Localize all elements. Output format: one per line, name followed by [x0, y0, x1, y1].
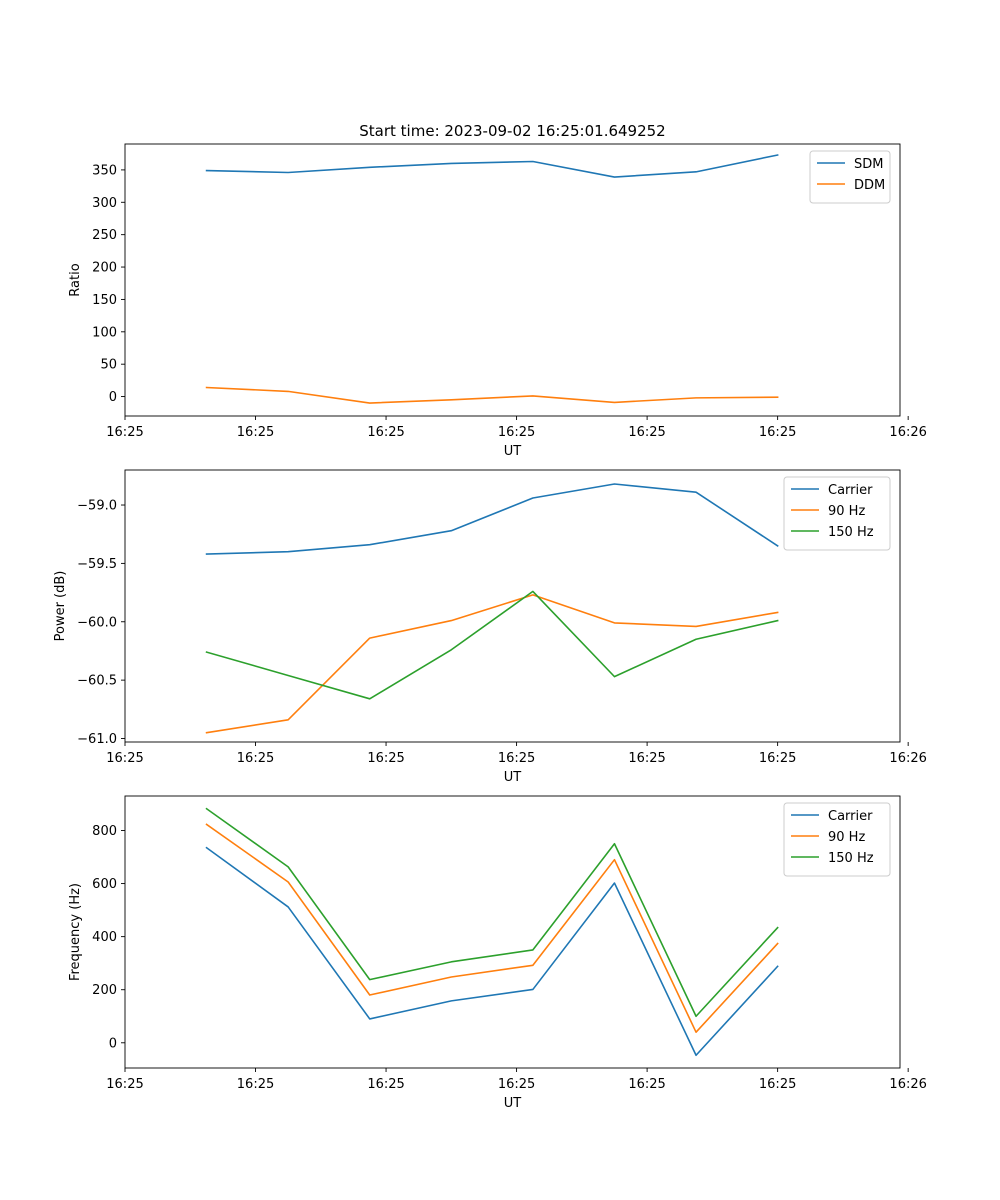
series-line-carrier [205, 846, 779, 1057]
axes-frame [124, 795, 901, 1069]
legend: SDM DDM [809, 150, 891, 204]
figure-title: Start time: 2023-09-02 16:25:01.649252 [359, 122, 665, 140]
y-tick-label: 800 [92, 824, 117, 839]
y-tick-label: 150 [92, 293, 117, 308]
y-tick-label: −59.5 [77, 557, 117, 572]
axes-frame [124, 469, 901, 743]
axes-frame [124, 143, 901, 417]
y-axis-label: Power (dB) [53, 571, 68, 642]
y-axis-label: Frequency (Hz) [68, 883, 83, 981]
legend-label-carrier: Carrier [828, 809, 873, 824]
y-tick-label: −59.0 [77, 499, 117, 514]
x-axis-label: UT [504, 770, 522, 785]
x-tick-label: 16:25 [237, 1077, 274, 1092]
x-tick-label: 16:25 [106, 751, 143, 766]
legend-label-carrier: Carrier [828, 483, 873, 498]
x-tick-label: 16:25 [367, 1077, 404, 1092]
legend-label-90-hz: 90 Hz [828, 830, 865, 845]
legend-label-90-hz: 90 Hz [828, 504, 865, 519]
legend: Carrier 90 Hz 150 Hz [783, 802, 891, 877]
y-tick-label: −60.0 [77, 615, 117, 630]
legend-label-ddm: DDM [854, 178, 885, 193]
x-tick-label: 16:25 [237, 425, 274, 440]
x-tick-label: 16:25 [628, 751, 665, 766]
x-tick-label: 16:25 [367, 751, 404, 766]
x-tick-label: 16:25 [367, 425, 404, 440]
y-tick-label: −60.5 [77, 674, 117, 689]
x-tick-label: 16:25 [237, 751, 274, 766]
x-tick-label: 16:25 [498, 425, 535, 440]
series-line-90-hz [205, 594, 779, 734]
y-tick-label: 200 [92, 261, 117, 276]
legend-label-150-hz: 150 Hz [828, 851, 874, 866]
y-tick-label: 100 [92, 325, 117, 340]
y-tick-label: 0 [109, 1036, 117, 1051]
series-line-150-hz [205, 590, 779, 700]
x-tick-label: 16:25 [759, 1077, 796, 1092]
chart-panels: 16:25 16:25 16:25 16:25 16:25 16:25 16:26 0 50 10… [53, 143, 927, 1111]
x-axis-label: UT [504, 1096, 522, 1111]
y-tick-label: 400 [92, 930, 117, 945]
series-line-carrier [205, 483, 779, 555]
series-line-90-hz [205, 823, 779, 1033]
x-tick-label: 16:25 [106, 425, 143, 440]
y-tick-label: 600 [92, 877, 117, 892]
x-tick-label: 16:25 [498, 751, 535, 766]
series-line-150-hz [205, 807, 779, 1018]
legend-label-sdm: SDM [854, 157, 883, 172]
legend-box [809, 150, 891, 204]
x-tick-label: 16:25 [759, 425, 796, 440]
x-tick-label: 16:26 [889, 751, 926, 766]
power-panel: 16:25 16:25 16:25 16:25 16:25 16:25 16:26 −61.0… [53, 469, 927, 785]
x-tick-label: 16:25 [759, 751, 796, 766]
legend-label-150-hz: 150 Hz [828, 525, 874, 540]
x-tick-label: 16:25 [628, 425, 665, 440]
y-tick-label: −61.0 [77, 732, 117, 747]
x-tick-label: 16:26 [889, 1077, 926, 1092]
y-axis-label: Ratio [68, 263, 83, 296]
y-tick-label: 50 [100, 358, 117, 373]
series-line-sdm [205, 154, 779, 178]
x-tick-label: 16:25 [106, 1077, 143, 1092]
y-tick-label: 250 [92, 228, 117, 243]
ratio-panel: 16:25 16:25 16:25 16:25 16:25 16:25 16:26 0 50 10… [68, 143, 927, 459]
y-tick-label: 350 [92, 163, 117, 178]
frequency-panel: 16:25 16:25 16:25 16:25 16:25 16:25 16:26 0 200 4… [68, 795, 927, 1111]
x-tick-label: 16:25 [628, 1077, 665, 1092]
x-tick-label: 16:25 [498, 1077, 535, 1092]
y-tick-label: 200 [92, 983, 117, 998]
x-tick-label: 16:26 [889, 425, 926, 440]
y-tick-label: 0 [109, 390, 117, 405]
y-tick-label: 300 [92, 196, 117, 211]
x-axis-label: UT [504, 444, 522, 459]
legend: Carrier 90 Hz 150 Hz [783, 476, 891, 551]
series-line-ddm [205, 386, 779, 404]
